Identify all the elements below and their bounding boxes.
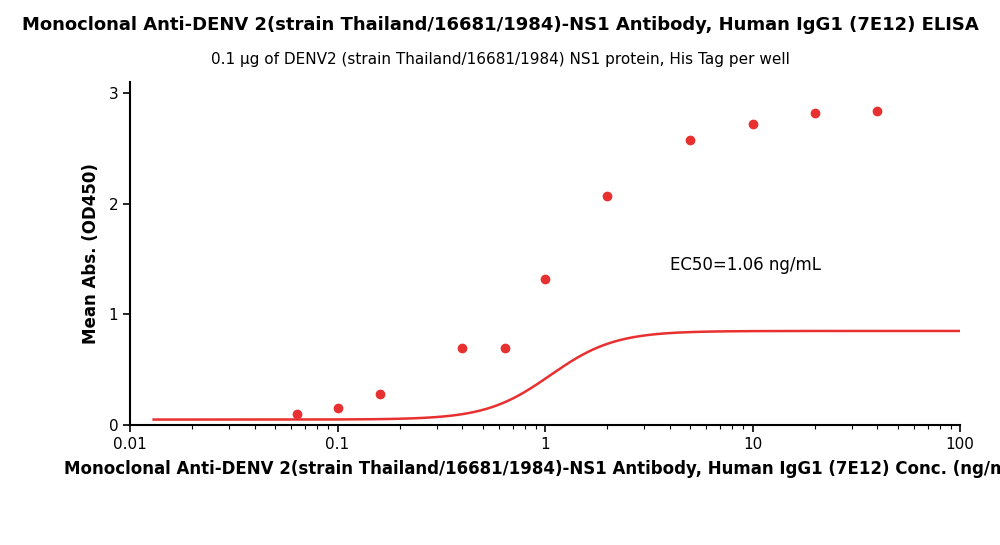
Text: 0.1 μg of DENV2 (strain Thailand/16681/1984) NS1 protein, His Tag per well: 0.1 μg of DENV2 (strain Thailand/16681/1… (211, 52, 789, 67)
Text: EC50=1.06 ng/mL: EC50=1.06 ng/mL (670, 256, 821, 274)
X-axis label: Monoclonal Anti-DENV 2(strain Thailand/16681/1984)-NS1 Antibody, Human IgG1 (7E1: Monoclonal Anti-DENV 2(strain Thailand/1… (64, 460, 1000, 479)
Text: Monoclonal Anti-DENV 2(strain Thailand/16681/1984)-NS1 Antibody, Human IgG1 (7E1: Monoclonal Anti-DENV 2(strain Thailand/1… (22, 16, 978, 34)
Y-axis label: Mean Abs. (OD450): Mean Abs. (OD450) (82, 163, 100, 344)
